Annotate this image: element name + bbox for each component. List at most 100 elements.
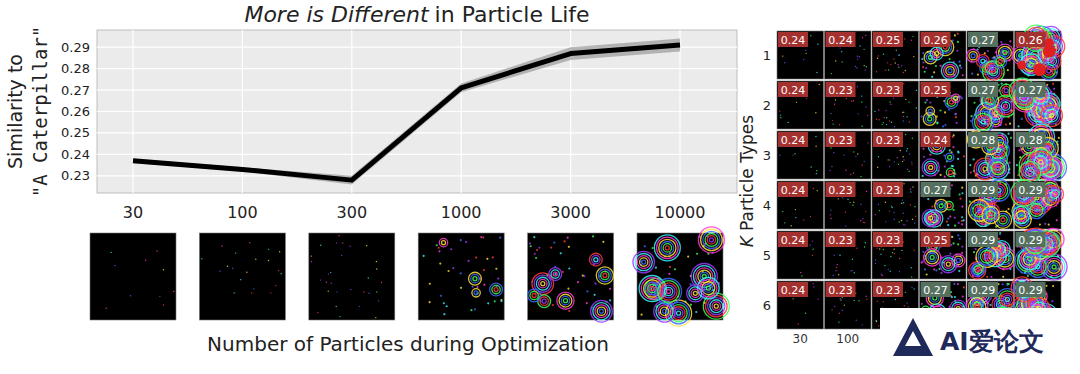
particle bbox=[879, 248, 880, 249]
particle-ring bbox=[1029, 63, 1033, 67]
particle-ring bbox=[599, 309, 603, 313]
particle bbox=[883, 117, 884, 118]
particle bbox=[1021, 118, 1023, 120]
particle-ring bbox=[922, 159, 939, 176]
cell-score-label: 0.24 bbox=[781, 184, 806, 197]
particle bbox=[952, 242, 954, 244]
particle bbox=[835, 60, 836, 61]
particle bbox=[860, 204, 861, 205]
grid-line bbox=[97, 89, 737, 90]
particle-ring bbox=[924, 212, 937, 225]
particle bbox=[1008, 133, 1010, 135]
particle bbox=[311, 255, 312, 256]
particle bbox=[921, 303, 923, 305]
particle-ring bbox=[661, 241, 674, 254]
particle-ring bbox=[667, 290, 671, 294]
particle-ring bbox=[1051, 190, 1059, 198]
particle-ring bbox=[977, 208, 981, 212]
particle bbox=[866, 191, 867, 192]
particle-ring bbox=[654, 235, 680, 261]
particle bbox=[914, 222, 915, 223]
particle bbox=[159, 296, 160, 297]
particle-ring bbox=[656, 303, 673, 320]
particle bbox=[844, 304, 845, 305]
particle bbox=[840, 299, 841, 300]
particle bbox=[862, 37, 863, 38]
thumbnail-bg bbox=[825, 131, 872, 179]
particle-ring bbox=[549, 268, 562, 281]
particle bbox=[800, 272, 801, 273]
particle bbox=[567, 237, 569, 239]
particle-ring bbox=[442, 241, 446, 245]
particle-ring bbox=[999, 216, 1007, 224]
x-tick-label: 3000 bbox=[550, 203, 591, 222]
particle bbox=[842, 197, 843, 198]
y-tick-label: 0.25 bbox=[61, 125, 90, 140]
particle bbox=[439, 263, 441, 265]
particle bbox=[279, 251, 280, 252]
particle bbox=[1009, 40, 1011, 42]
grid-line bbox=[97, 68, 737, 69]
particle bbox=[336, 242, 337, 243]
particle bbox=[958, 61, 960, 63]
thumbnail-bg bbox=[309, 233, 395, 320]
particle bbox=[480, 236, 482, 238]
particle bbox=[423, 255, 425, 257]
particle-ring bbox=[979, 118, 987, 126]
particle bbox=[860, 176, 861, 177]
particle bbox=[110, 252, 111, 253]
particle-ring bbox=[693, 291, 697, 295]
particle-ring bbox=[701, 229, 723, 251]
particle bbox=[674, 268, 676, 270]
particle bbox=[914, 206, 915, 207]
cell-score-label: 0.23 bbox=[876, 84, 901, 97]
particle bbox=[535, 257, 537, 259]
cell-score-box bbox=[968, 82, 998, 97]
particle bbox=[911, 163, 912, 164]
particle bbox=[830, 147, 831, 148]
particle bbox=[468, 260, 470, 262]
particle bbox=[906, 302, 907, 303]
particle bbox=[977, 73, 979, 75]
particle bbox=[891, 207, 892, 208]
particle-ring bbox=[935, 52, 939, 56]
particle bbox=[954, 34, 956, 36]
particle-ring bbox=[949, 170, 953, 174]
particle-ring bbox=[536, 277, 549, 290]
particle bbox=[864, 246, 865, 247]
particle bbox=[880, 253, 881, 254]
particle bbox=[855, 156, 856, 157]
particle bbox=[494, 300, 496, 302]
particle bbox=[812, 255, 813, 256]
particle-ring bbox=[698, 227, 724, 253]
particle bbox=[342, 242, 343, 243]
particle bbox=[882, 275, 883, 276]
particle bbox=[949, 149, 951, 151]
thumbnail-bg bbox=[777, 231, 824, 279]
cell-score-label: 0.24 bbox=[781, 234, 806, 247]
cell-score-label: 0.29 bbox=[971, 234, 996, 247]
particle bbox=[954, 113, 956, 115]
grid-line bbox=[679, 30, 680, 193]
particle-ring bbox=[528, 289, 541, 302]
grid-line bbox=[97, 154, 737, 155]
particle-ring bbox=[979, 57, 987, 65]
particle bbox=[487, 302, 489, 304]
particle-ring bbox=[594, 258, 598, 262]
particle-ring bbox=[703, 231, 720, 248]
particle bbox=[992, 57, 994, 59]
particle-ring bbox=[922, 209, 939, 226]
x-tick-label: 300 bbox=[337, 203, 368, 222]
particle bbox=[834, 104, 835, 105]
particle-ring bbox=[928, 117, 932, 121]
particle-ring bbox=[928, 109, 932, 113]
cell-score-label: 0.27 bbox=[971, 34, 996, 47]
particle-ring bbox=[1019, 213, 1023, 217]
particle-ring bbox=[924, 161, 937, 174]
particle bbox=[834, 255, 835, 256]
particle bbox=[952, 165, 954, 167]
particle bbox=[368, 277, 369, 278]
cell-score-label: 0.23 bbox=[876, 284, 901, 297]
particle bbox=[862, 125, 863, 126]
particle bbox=[936, 122, 938, 124]
